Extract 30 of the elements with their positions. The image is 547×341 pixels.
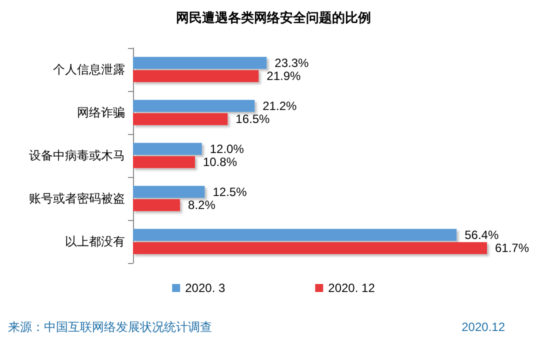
text: 2020.12: [462, 320, 506, 334]
bar: [133, 242, 487, 254]
bar: [133, 199, 180, 212]
data-label: 21.9%: [266, 69, 302, 84]
y-tick-label: 网络诈骗: [77, 106, 125, 120]
data-label: 12.0%: [210, 142, 244, 156]
legend-label: 2020. 3: [185, 281, 226, 295]
bar: [133, 70, 259, 82]
bar: [133, 100, 255, 112]
source-note: 来源：中国互联网络发展状况统计调查: [8, 320, 212, 334]
bar: [133, 186, 205, 198]
bar: [133, 113, 228, 126]
data-label: 12.5%: [212, 184, 248, 199]
data-label: 21.2%: [262, 98, 297, 113]
legend-label: 2020. 12: [328, 281, 376, 295]
bar: [133, 56, 267, 69]
data-label: 61.7%: [495, 241, 530, 256]
chart-title: 网民遭遇各类网络安全问题的比例: [176, 10, 371, 25]
data-label: 10.8%: [202, 155, 238, 170]
y-tick-label: 账号或者密码被盗: [29, 192, 125, 206]
bar: [133, 142, 202, 155]
data-label: 8.2%: [188, 198, 216, 212]
y-tick-label: 个人信息泄露: [53, 62, 125, 76]
bar: [133, 156, 195, 168]
bar: [133, 228, 457, 241]
y-tick-label: 以上都没有: [65, 234, 125, 248]
data-label: 56.4%: [464, 228, 499, 242]
data-label: 16.5%: [236, 112, 270, 126]
y-tick-label: 设备中病毒或木马: [29, 148, 125, 162]
data-label: 23.3%: [274, 56, 310, 70]
